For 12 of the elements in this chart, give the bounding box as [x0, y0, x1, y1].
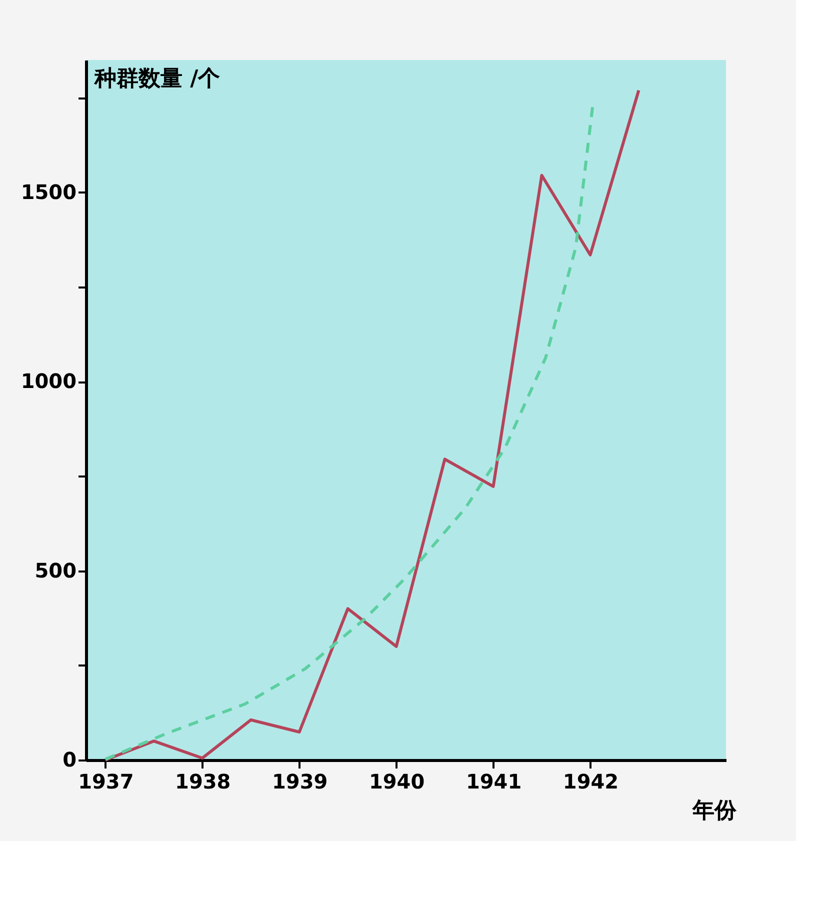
- y-tick-label: 1500: [20, 180, 76, 204]
- y-tick-label: 0: [62, 748, 76, 772]
- x-tick-label: 1938: [175, 770, 231, 794]
- x-axis-title: 年份: [692, 798, 738, 824]
- y-tick-label: 1000: [20, 369, 76, 394]
- y-axis-title: 种群数量 /个: [94, 66, 220, 92]
- x-tick-label: 1940: [368, 770, 425, 794]
- x-tick-label: 1939: [272, 770, 328, 794]
- y-tick-label: 500: [34, 558, 76, 582]
- x-tick-label: 1941: [466, 770, 522, 794]
- x-tick-label: 1942: [562, 770, 619, 794]
- x-tick-label: 1937: [78, 770, 134, 794]
